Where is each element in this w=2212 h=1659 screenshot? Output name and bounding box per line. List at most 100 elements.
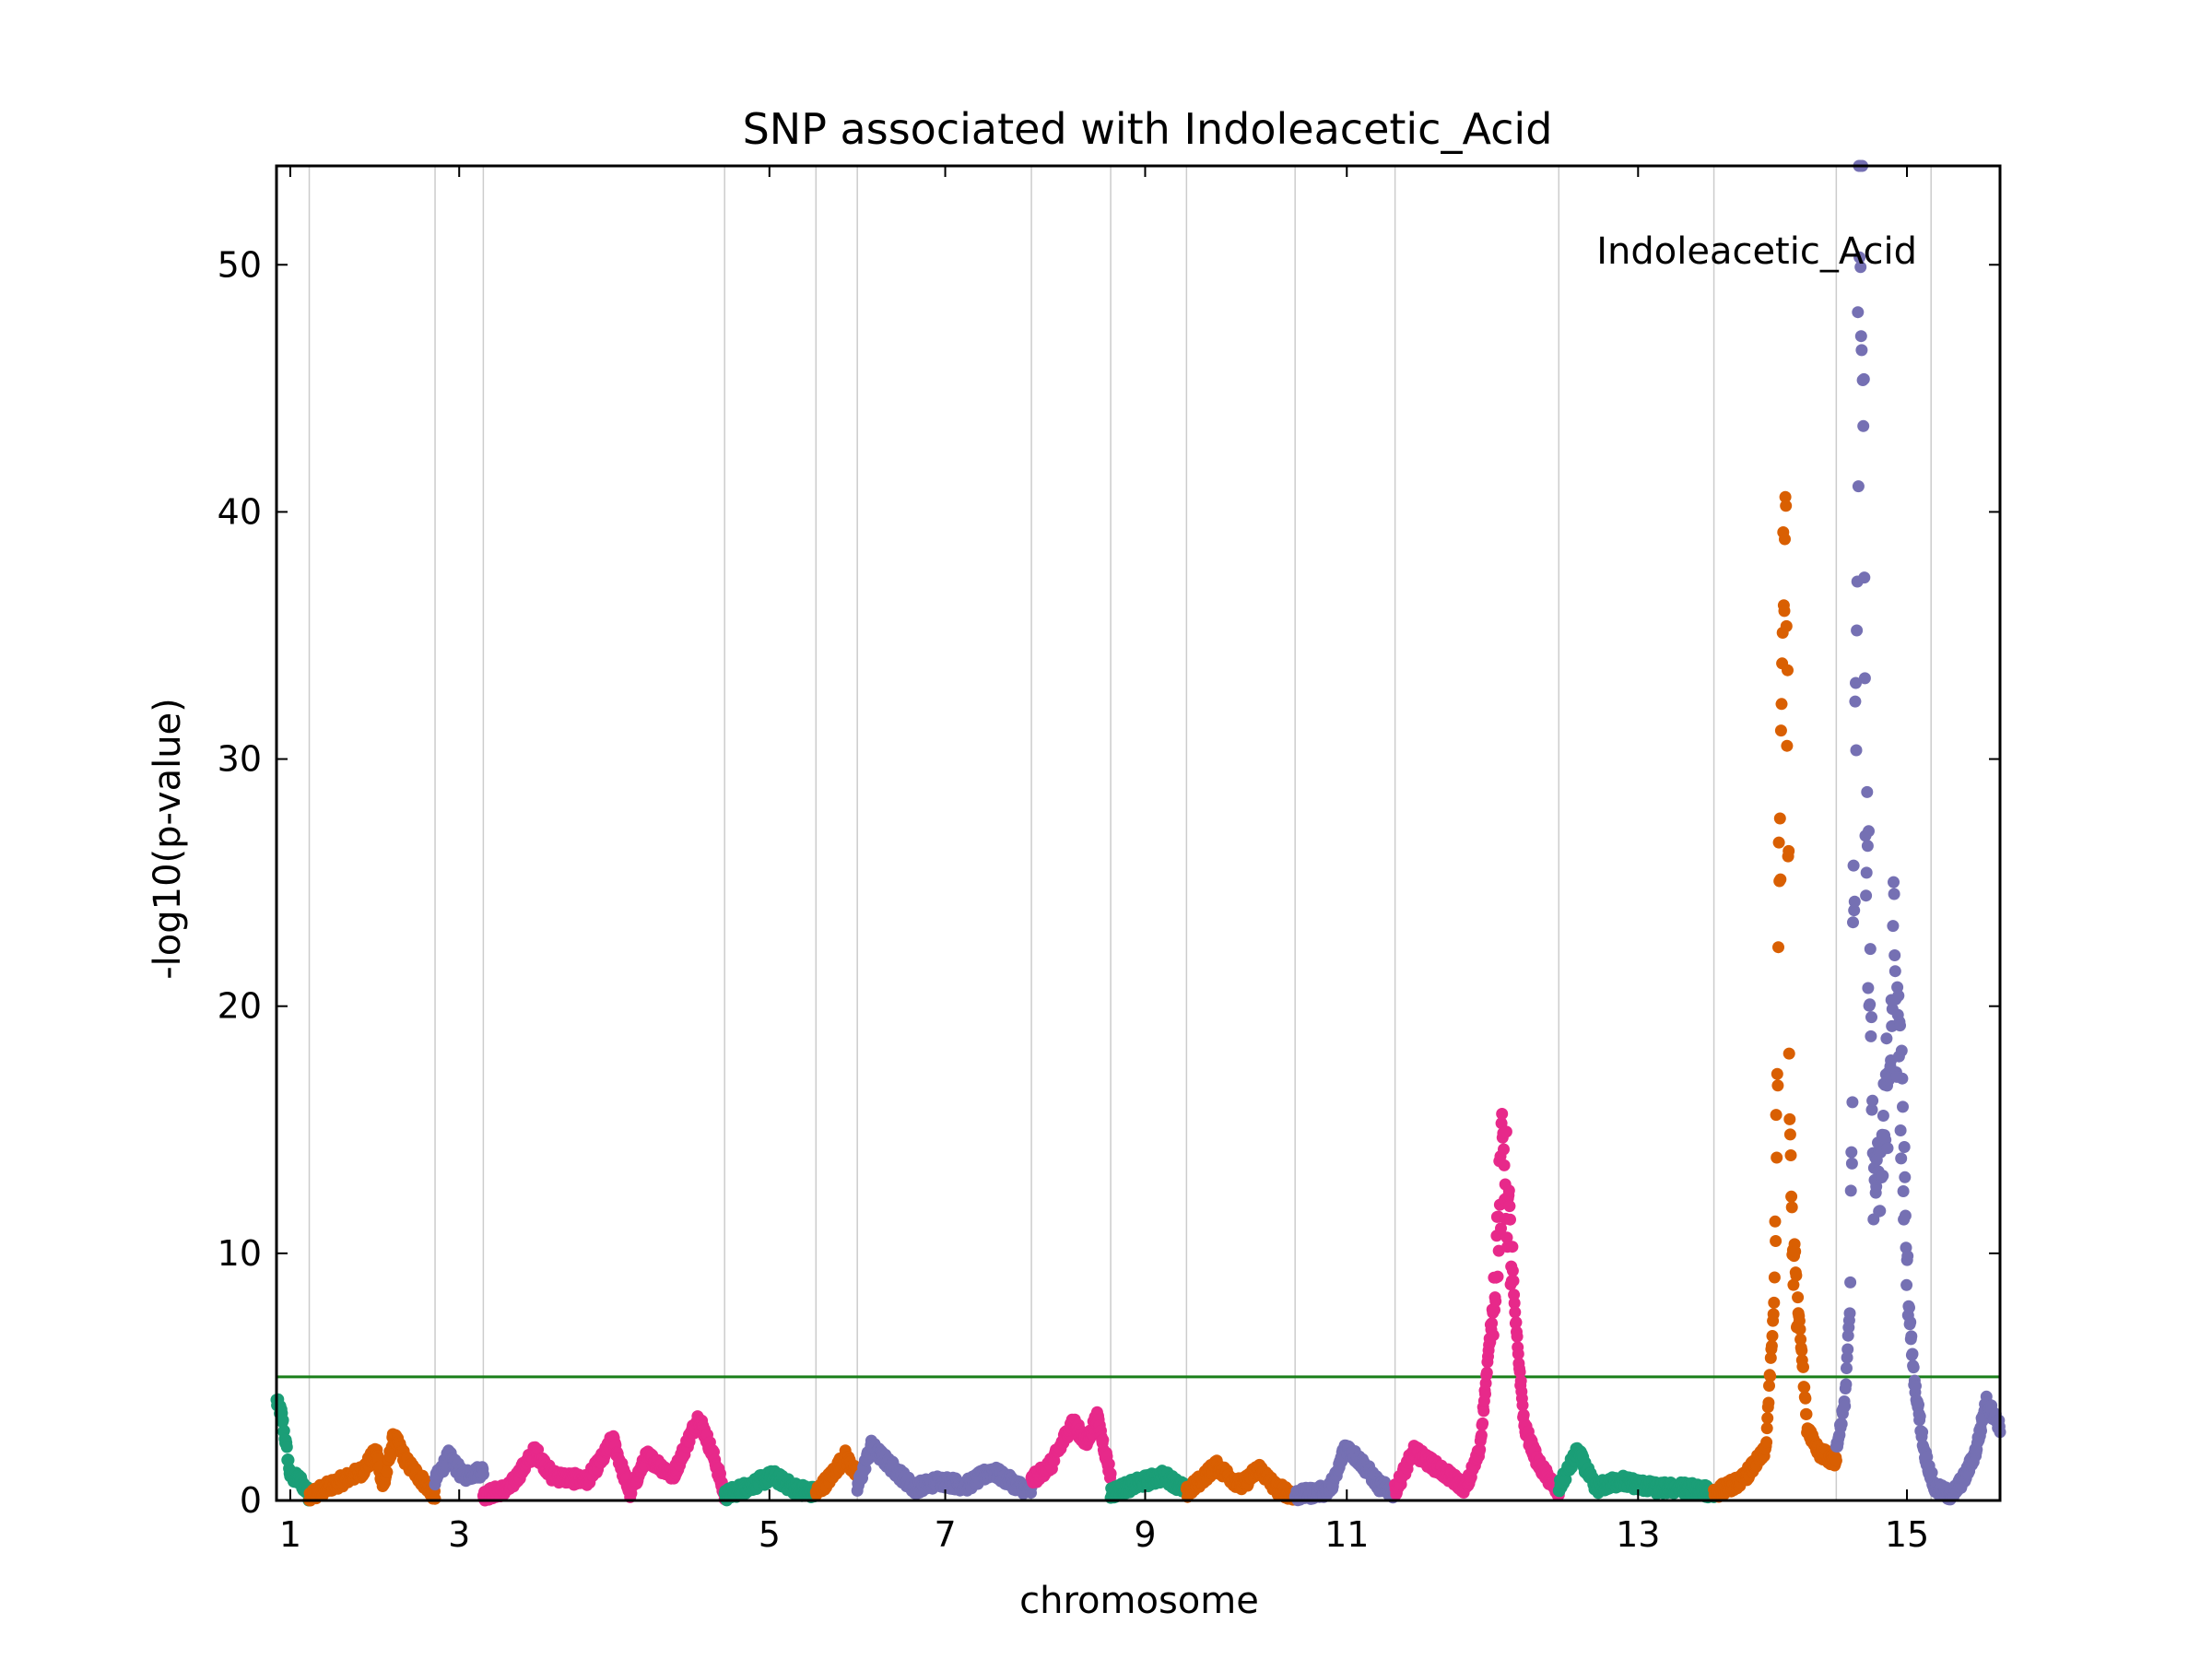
chromosome-gridlines — [308, 166, 1932, 1500]
chromosome-3-points — [429, 1444, 489, 1491]
snp-point — [1774, 724, 1787, 737]
snp-point — [1760, 1422, 1773, 1435]
snp-point — [1773, 812, 1786, 825]
snp-point — [1479, 1388, 1491, 1400]
snp-point — [1795, 1344, 1808, 1357]
snp-point — [1787, 1278, 1800, 1291]
snp-point — [1864, 998, 1877, 1011]
snp-point — [1511, 1330, 1524, 1343]
snp-point — [1783, 844, 1795, 857]
snp-point — [1762, 1396, 1775, 1409]
snp-point — [1799, 1392, 1812, 1405]
snp-point — [1780, 500, 1793, 512]
x-tick-label: 13 — [1616, 1514, 1660, 1555]
snp-point — [1508, 1288, 1521, 1301]
chromosome-12-points — [1389, 1108, 1565, 1501]
snp-point — [1764, 1370, 1777, 1382]
snp-point — [1905, 1330, 1918, 1343]
snp-point — [1765, 1339, 1778, 1352]
snp-point — [1881, 1142, 1894, 1155]
snp-point — [1783, 1112, 1796, 1125]
snp-point — [1475, 1429, 1488, 1441]
snp-point — [1877, 1110, 1889, 1122]
snp-point — [1498, 1143, 1510, 1156]
x-tick-label: 11 — [1324, 1514, 1369, 1555]
snp-point — [1784, 1149, 1797, 1161]
snp-point — [1880, 1032, 1893, 1045]
snp-point — [1771, 1067, 1783, 1080]
snp-point — [1488, 1303, 1500, 1316]
snp-point — [1855, 344, 1868, 357]
snp-point — [1901, 1250, 1914, 1263]
snp-point — [1496, 1108, 1509, 1120]
x-axis-title: chromosome — [1019, 1580, 1259, 1622]
snp-point — [1912, 1398, 1924, 1411]
snp-point — [1768, 1296, 1781, 1309]
snp-point — [1897, 1100, 1909, 1113]
snp-point — [1835, 1418, 1848, 1430]
snp-point — [429, 1492, 441, 1505]
snp-point — [1480, 1366, 1493, 1379]
snp-point — [1857, 372, 1870, 385]
snp-point — [1865, 1011, 1877, 1024]
snp-point — [1772, 836, 1785, 849]
x-tick-label: 5 — [759, 1514, 781, 1555]
snp-point — [1898, 1141, 1911, 1153]
snp-point — [1767, 1308, 1780, 1321]
trait-annotation: Indoleacetic_Acid — [1596, 230, 1917, 273]
snp-point — [1900, 1278, 1913, 1291]
snp-point — [1845, 1157, 1858, 1170]
snp-point — [1509, 1306, 1522, 1319]
chromosome-2-points — [303, 1428, 441, 1507]
snp-point — [714, 1467, 726, 1480]
snp-point — [1864, 943, 1877, 956]
snp-point — [1491, 1270, 1504, 1283]
y-tick-label: 20 — [218, 986, 262, 1027]
snp-point — [1888, 965, 1901, 978]
snp-point — [1857, 419, 1870, 432]
y-tick-label: 10 — [218, 1233, 262, 1274]
snp-point — [1849, 695, 1862, 708]
snp-point — [1854, 261, 1867, 274]
snp-point — [1780, 619, 1793, 632]
snp-point — [1785, 1190, 1798, 1203]
snp-point — [1894, 1019, 1906, 1032]
snp-point — [1770, 1235, 1783, 1247]
snp-point — [1895, 1044, 1908, 1057]
snp-point — [1888, 888, 1900, 900]
snp-point — [1794, 1323, 1806, 1335]
snp-point — [1774, 873, 1787, 886]
chromosome-4-points — [477, 1410, 731, 1507]
chromosome-7-points — [851, 1434, 1038, 1500]
y-tick-label: 0 — [240, 1480, 262, 1521]
snp-point — [1487, 1329, 1500, 1342]
snp-point — [1887, 920, 1900, 933]
snp-point — [1852, 480, 1865, 493]
snp-point — [1903, 1301, 1915, 1314]
snp-point — [1896, 1072, 1909, 1085]
snp-point — [282, 1453, 295, 1466]
snp-point — [1925, 1466, 1938, 1479]
snp-point — [1888, 949, 1901, 961]
chromosome-13-points — [1552, 1441, 1721, 1504]
snp-point — [1783, 1047, 1795, 1060]
y-tick-label: 30 — [218, 739, 262, 780]
snp-point — [1860, 889, 1873, 902]
snp-point — [1764, 1351, 1777, 1364]
chromosome-14-points — [1708, 490, 1842, 1503]
chromosome-8-points — [1025, 1406, 1117, 1488]
snp-point — [1906, 1347, 1919, 1360]
snp-point — [1495, 1222, 1507, 1235]
snp-point — [1847, 859, 1860, 872]
snp-point — [1506, 1265, 1519, 1277]
snp-point — [1104, 1467, 1117, 1480]
snp-point — [1846, 1096, 1859, 1109]
snp-point — [1500, 1125, 1512, 1138]
snp-point — [1783, 1128, 1796, 1141]
snp-point — [477, 1468, 489, 1481]
snp-point — [1861, 785, 1874, 798]
snp-points — [270, 159, 2006, 1507]
snp-point — [1477, 1405, 1490, 1418]
snp-point — [1097, 1433, 1110, 1446]
y-axis-ticks: 0 10 20 30 40 50 — [218, 244, 2000, 1521]
